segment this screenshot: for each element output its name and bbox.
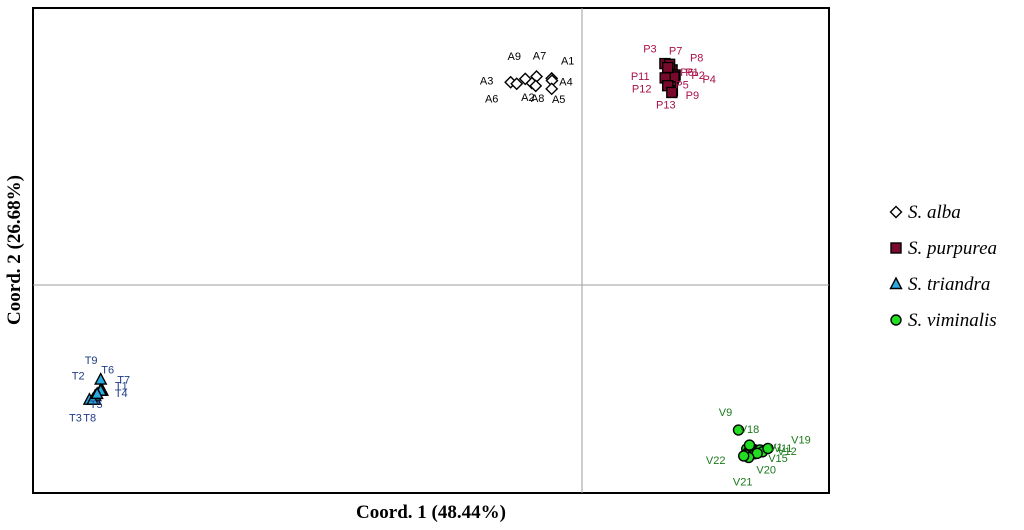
- point-label-v21: V21: [733, 476, 753, 488]
- point-label-a5: A5: [552, 94, 565, 106]
- point-label-a3: A3: [480, 75, 493, 87]
- point-label-p8: P8: [690, 52, 703, 64]
- point-label-v19: V19: [791, 434, 811, 446]
- point-label-a6: A6: [485, 94, 498, 106]
- point-label-a4: A4: [559, 77, 572, 89]
- point-label-v18: V18: [740, 424, 760, 436]
- data-point-v9: [732, 424, 745, 436]
- point-label-t9: T9: [85, 355, 98, 367]
- point-label-t2: T2: [72, 371, 85, 383]
- legend-entry-label: S. triandra: [908, 274, 990, 295]
- point-label-p9: P9: [686, 90, 699, 102]
- point-label-t1: T1: [115, 381, 128, 393]
- data-point-a5: [545, 82, 559, 96]
- legend-marker-circle: [890, 314, 902, 326]
- point-label-p11: P11: [631, 71, 650, 83]
- point-label-p12: P12: [632, 84, 652, 96]
- point-label-a7: A7: [533, 50, 546, 62]
- point-label-v9: V9: [719, 407, 732, 419]
- point-label-v15: V15: [768, 453, 788, 465]
- data-point-v22: [738, 450, 750, 462]
- legend-entry-label: S. alba: [908, 202, 961, 223]
- legend: S. alba S. purpurea S. triandra S. viminali…: [889, 202, 997, 331]
- legend-entry-label: S. viminalis: [908, 310, 997, 331]
- point-label-v11: V11: [774, 443, 793, 455]
- points-layer: [82, 57, 774, 464]
- point-label-a8: A8: [531, 93, 544, 105]
- point-label-t5: T5: [90, 399, 103, 411]
- data-point-v19: [762, 442, 774, 455]
- point-label-t7: T7: [117, 375, 130, 387]
- data-point-a9: [518, 72, 532, 86]
- point-label-t3: T3: [69, 413, 82, 425]
- point-label-p2: P2: [691, 70, 704, 82]
- plot-frame: [32, 7, 830, 494]
- data-point-a6: [510, 77, 524, 91]
- point-label-p6: P6: [680, 67, 693, 79]
- point-label-p5: P5: [675, 80, 688, 92]
- point-label-p4: P4: [702, 74, 715, 86]
- point-label-a9: A9: [508, 51, 521, 63]
- legend-entry-label: S. purpurea: [908, 238, 997, 259]
- point-label-p3: P3: [643, 44, 656, 56]
- point-label-t8: T8: [83, 413, 96, 425]
- data-point-p13: [666, 86, 678, 99]
- x-axis-title: Coord. 1 (48.44%): [356, 502, 506, 523]
- point-label-v1: V1: [769, 442, 782, 454]
- legend-marker-square: [890, 242, 902, 254]
- data-point-a8: [529, 79, 543, 93]
- point-label-t6: T6: [101, 365, 114, 377]
- legend-marker-triangle: [889, 276, 903, 290]
- point-label-a2: A2: [521, 92, 534, 104]
- point-label-t4: T4: [115, 388, 128, 400]
- point-label-v12: V12: [777, 446, 797, 458]
- data-point-p8: [661, 61, 674, 74]
- point-label-v20: V20: [756, 464, 776, 476]
- point-label-v22: V22: [706, 455, 726, 467]
- data-point-v18: [743, 439, 756, 451]
- point-label-a1: A1: [561, 55, 574, 67]
- y-axis-title: Coord. 2 (26.68%): [4, 175, 25, 325]
- point-label-p13: P13: [656, 99, 676, 111]
- point-label-p7: P7: [669, 45, 682, 57]
- point-label-p1: P1: [685, 67, 698, 79]
- data-point-t9: [90, 386, 104, 400]
- legend-marker-diamond: [889, 205, 903, 219]
